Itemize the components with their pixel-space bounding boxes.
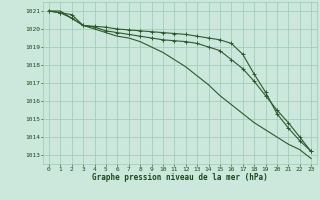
X-axis label: Graphe pression niveau de la mer (hPa): Graphe pression niveau de la mer (hPa) (92, 173, 268, 182)
